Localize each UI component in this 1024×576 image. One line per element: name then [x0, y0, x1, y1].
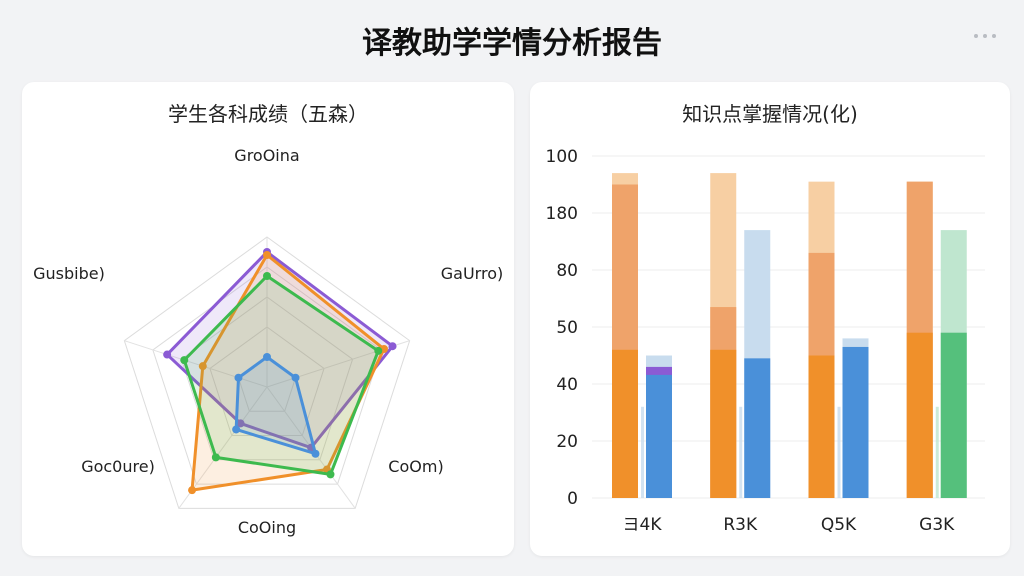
- radar-point: [291, 373, 300, 382]
- bar-purple-cap: [646, 366, 672, 375]
- radar-axis-label: Goc0ure): [81, 457, 155, 476]
- radar-point: [163, 350, 172, 359]
- radar-chart: GroOina GaUrro) CoOm) CoOing Goc0ure) Gusbibe…: [33, 146, 503, 537]
- bar-y-tick-label: 80: [556, 261, 578, 281]
- bar-y-tick-label: 20: [556, 432, 578, 452]
- bar-y-tick-label: 50: [556, 318, 578, 338]
- radar-point: [236, 419, 245, 428]
- radar-point: [211, 453, 220, 462]
- bar-x-tick-label: R3K: [723, 515, 758, 535]
- radar-spoke: [124, 340, 268, 388]
- bar-orange: [710, 349, 737, 498]
- radar-point: [188, 486, 197, 495]
- bar-chart-card: 知识点掌握情况(化) 0 20 40 50 80 180 100 ヨ4K R3K Q5K G3K: [530, 82, 1010, 556]
- bar-thin-stripe: [739, 406, 743, 498]
- menu-dots-icon[interactable]: [974, 34, 996, 38]
- radar-series-purple: [165, 250, 395, 450]
- radar-series-green: [182, 274, 380, 476]
- bar-chart: 0 20 40 50 80 180 100 ヨ4K R3K Q5K G3K: [546, 147, 985, 535]
- radar-point: [263, 251, 271, 259]
- radar-axis-label: Gusbibe): [33, 264, 105, 283]
- bar-x-tick-label: ヨ4K: [623, 515, 663, 535]
- bar-x-tick-label: Q5K: [821, 515, 857, 535]
- radar-axis-label: GaUrro): [441, 264, 503, 283]
- radar-axis-label: GroOina: [234, 146, 299, 165]
- bar-thin-stripe: [935, 406, 939, 498]
- radar-axis-label: CoOm): [388, 457, 443, 476]
- bar-y-tick-label: 180: [546, 204, 578, 224]
- bar-orange: [808, 355, 835, 498]
- bar-orange: [612, 349, 638, 498]
- radar-point: [180, 356, 189, 365]
- radar-point: [234, 373, 243, 382]
- bar-blue: [646, 372, 672, 498]
- radar-point: [232, 425, 241, 434]
- radar-grid-ring: [123, 236, 411, 509]
- radar-chart-title: 学生各科成绩（五森）: [168, 102, 368, 126]
- radar-chart-card: 学生各科成绩（五森） GroOina GaUrro) CoOm) CoOing Goc0…: [22, 82, 514, 556]
- radar-point: [374, 346, 383, 355]
- bar-blue: [744, 358, 771, 498]
- radar-point: [263, 353, 271, 361]
- bar-y-tick-label: 100: [546, 147, 578, 167]
- radar-grid-ring: [209, 326, 325, 437]
- radar-point: [198, 362, 207, 371]
- bar-thin-stripe: [641, 406, 644, 498]
- bar-orange: [906, 332, 933, 498]
- bar-y-tick-label: 0: [567, 489, 578, 509]
- bar-y-tick-label: 40: [556, 375, 578, 395]
- radar-point: [311, 449, 320, 458]
- radar-grid-ring: [152, 266, 382, 485]
- bar-chart-title: 知识点掌握情况(化): [682, 102, 858, 126]
- bar-x-tick-label: G3K: [919, 515, 955, 535]
- radar-point: [263, 272, 271, 280]
- bar-blue: [940, 332, 967, 498]
- bar-thin-stripe: [837, 406, 841, 498]
- radar-point: [326, 470, 335, 479]
- bar-blue: [842, 346, 869, 498]
- radar-axis-label: CoOing: [238, 518, 296, 537]
- radar-point: [388, 342, 397, 351]
- page-title: 译教助学学情分析报告: [362, 26, 662, 61]
